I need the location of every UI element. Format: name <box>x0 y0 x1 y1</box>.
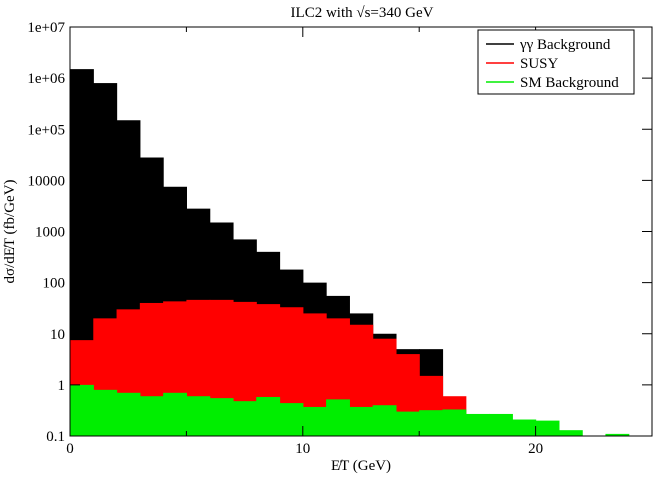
histogram-bars <box>70 69 630 436</box>
y-tick-label: 10 <box>50 327 65 343</box>
bar <box>465 413 490 436</box>
x-tick-label: 10 <box>295 441 310 457</box>
bar <box>326 399 350 436</box>
bar <box>535 420 560 436</box>
bar <box>163 392 187 436</box>
bar <box>93 389 118 436</box>
x-tick-label: 20 <box>528 441 543 457</box>
y-tick-label: 100 <box>43 276 66 292</box>
bar <box>372 405 397 436</box>
bar <box>605 433 630 436</box>
y-tick-label: 1e+05 <box>27 122 65 138</box>
legend: γγ Background SUSY SM Background <box>477 29 635 95</box>
bar <box>395 411 420 436</box>
axis-ticks: 0 10 20 0.1 1 10 100 1000 10000 1e+05 1e+06 1e+07 <box>27 20 653 457</box>
x-tick-label: 0 <box>66 441 74 457</box>
chart-title: ILC2 with √s=340 GeV <box>291 5 434 21</box>
bar <box>256 396 281 436</box>
bar <box>558 430 583 436</box>
y-tick-label: 1e+07 <box>27 20 65 36</box>
y-tick-label: 1000 <box>35 225 65 241</box>
bar <box>349 406 374 436</box>
plot-frame <box>69 26 653 437</box>
bar <box>302 406 327 436</box>
bar <box>139 396 164 436</box>
bar <box>302 313 327 436</box>
bar <box>442 409 467 436</box>
legend-box <box>477 29 635 95</box>
y-tick-label: 1 <box>58 378 66 394</box>
legend-label: γγ Background <box>519 37 611 53</box>
y-tick-label: 0.1 <box>46 429 65 445</box>
bar <box>209 398 234 436</box>
legend-label: SUSY <box>520 56 559 72</box>
x-axis-label: E̸T (GeV) <box>331 458 391 474</box>
bar <box>419 410 444 436</box>
bar <box>232 401 257 436</box>
bar <box>512 419 537 436</box>
bar <box>116 392 141 436</box>
bar <box>186 396 211 436</box>
y-tick-label: 10000 <box>28 173 66 189</box>
bar <box>70 384 94 436</box>
y-tick-label: 1e+06 <box>27 71 65 87</box>
legend-label: SM Background <box>520 75 619 91</box>
bar <box>489 413 513 436</box>
y-axis-label: dσ/dE̸T (fb/GeV) <box>2 179 18 283</box>
series-3 <box>70 384 630 436</box>
bar <box>279 403 304 436</box>
